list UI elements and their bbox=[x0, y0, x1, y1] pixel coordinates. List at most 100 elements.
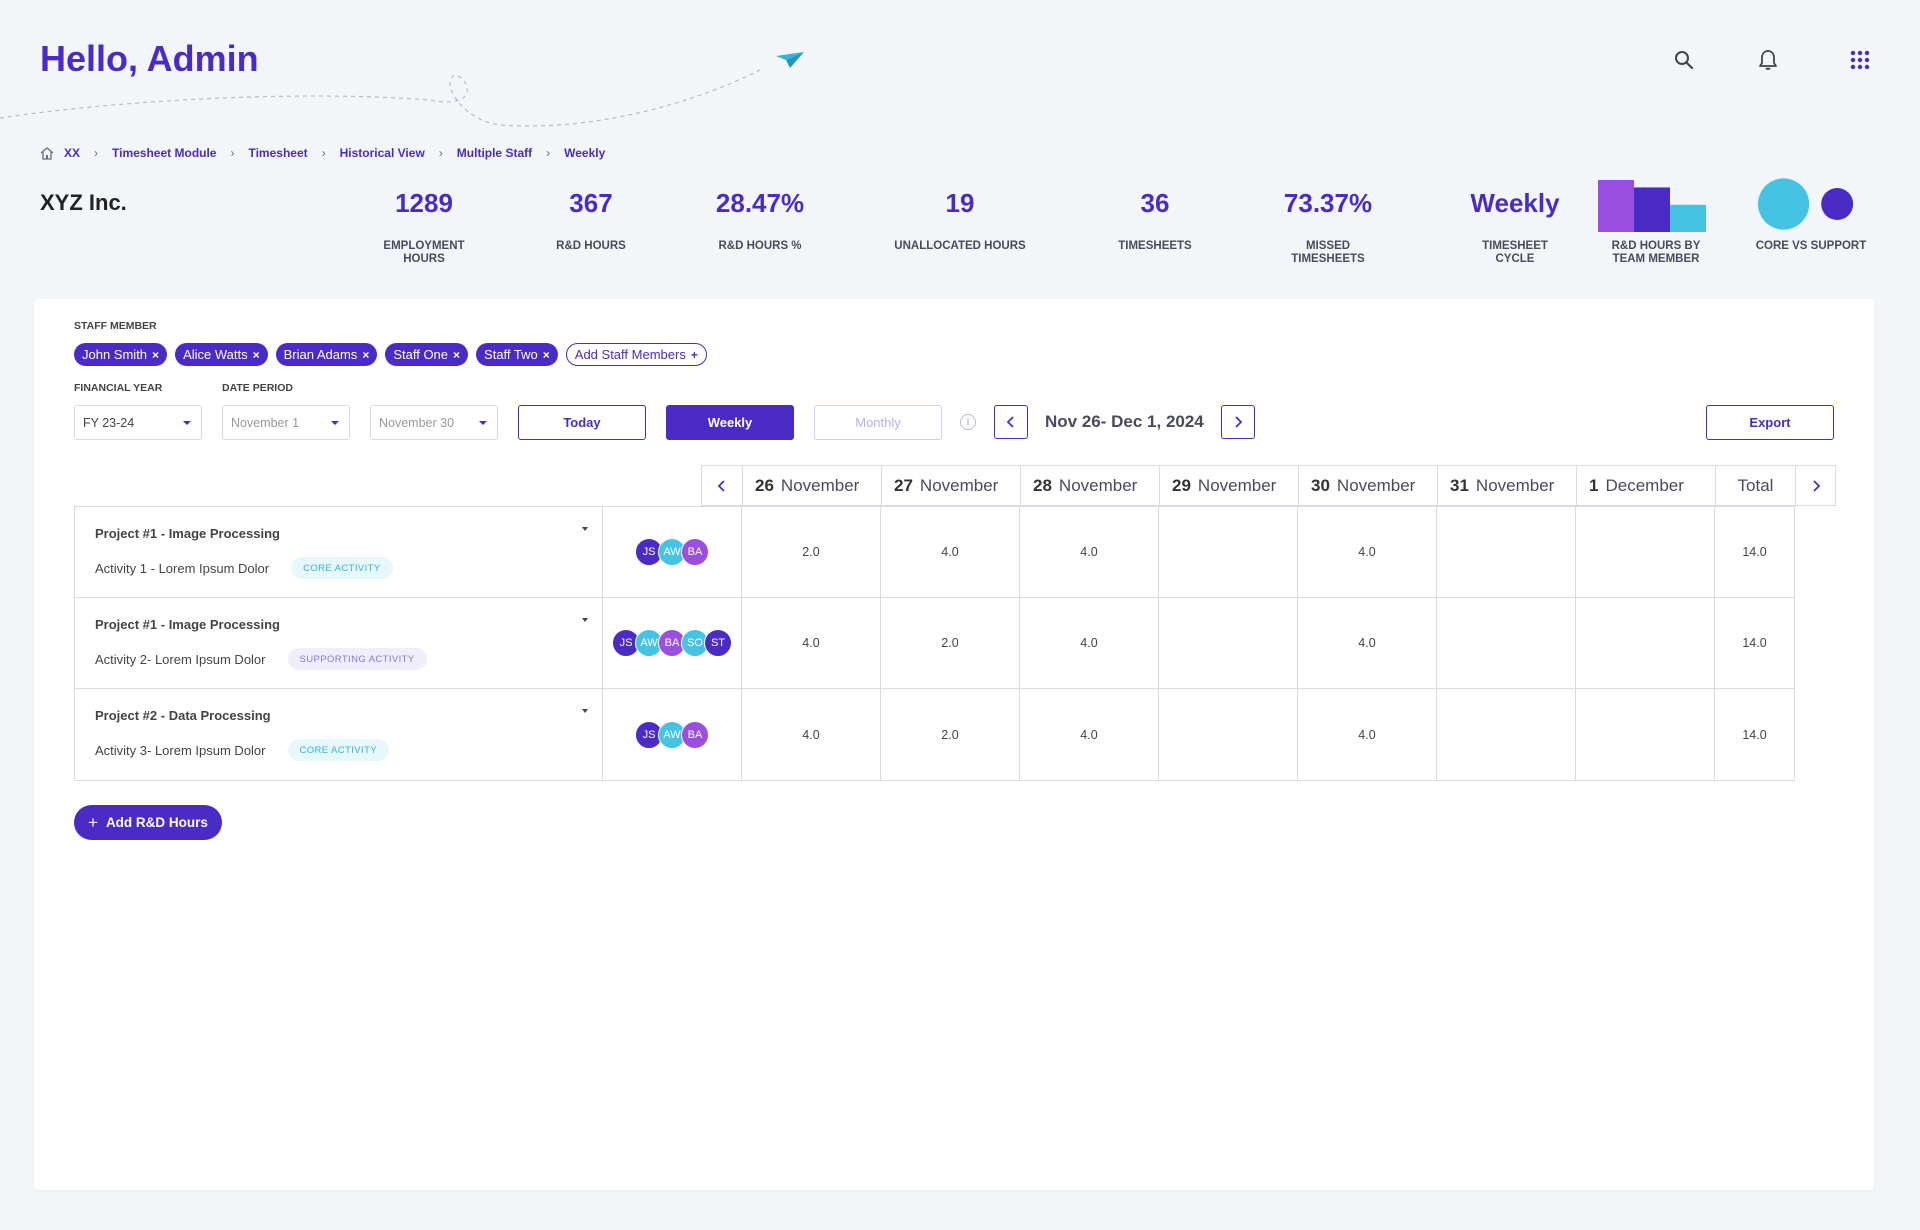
row-total-cell: 14.0 bbox=[1714, 598, 1794, 688]
period-start-select[interactable]: November 1 bbox=[222, 405, 350, 440]
staff-member-label: STAFF MEMBER bbox=[74, 320, 157, 332]
chevron-right-icon: › bbox=[438, 146, 443, 160]
caret-down-icon[interactable] bbox=[582, 618, 588, 622]
activity-type-badge: CORE ACTIVITY bbox=[287, 739, 390, 761]
search-icon[interactable] bbox=[1670, 46, 1698, 74]
hours-cell[interactable] bbox=[1575, 507, 1714, 597]
financial-year-select[interactable]: FY 23-24 bbox=[74, 405, 202, 440]
avatar[interactable]: ST bbox=[704, 629, 732, 657]
info-icon[interactable]: i bbox=[960, 414, 976, 430]
breadcrumb-item[interactable]: XX bbox=[64, 146, 81, 160]
prev-week-button[interactable] bbox=[994, 405, 1028, 439]
chevron-right-icon bbox=[1235, 416, 1243, 428]
table-row: Project #2 - Data Processing Activity 3-… bbox=[75, 689, 1794, 780]
home-icon[interactable] bbox=[40, 146, 54, 160]
day-column-header: 26 November bbox=[742, 466, 881, 505]
avatar[interactable]: BA bbox=[681, 538, 709, 566]
team-bar bbox=[1598, 180, 1634, 232]
activity-name: Activity 2- Lorem Ipsum Dolor bbox=[95, 651, 266, 667]
caret-down-icon[interactable] bbox=[582, 709, 588, 713]
page-greeting: Hello, Admin bbox=[40, 38, 259, 79]
close-icon[interactable]: × bbox=[542, 347, 550, 362]
hours-cell[interactable] bbox=[1575, 598, 1714, 688]
stat-label: UNALLOCATED HOURS bbox=[894, 240, 1026, 252]
row-total-cell: 14.0 bbox=[1714, 507, 1794, 597]
monthly-button[interactable]: Monthly bbox=[814, 405, 942, 440]
stat-label: TIMESHEETS bbox=[1118, 240, 1192, 252]
breadcrumb-item[interactable]: Timesheet Module bbox=[112, 146, 217, 160]
avatar[interactable]: JS bbox=[635, 720, 663, 749]
hours-cell[interactable]: 2.0 bbox=[880, 598, 1019, 688]
hours-cell[interactable]: 4.0 bbox=[741, 689, 880, 780]
chevron-left-icon bbox=[1006, 416, 1014, 428]
next-days-button[interactable] bbox=[1795, 466, 1835, 505]
project-name: Project #1 - Image Processing bbox=[95, 526, 280, 541]
chevron-left-icon bbox=[717, 479, 725, 492]
assignees-cell: JS AW BA bbox=[602, 689, 741, 780]
caret-down-icon bbox=[183, 420, 191, 425]
breadcrumb-item[interactable]: Multiple Staff bbox=[456, 146, 533, 160]
apps-grid-icon[interactable] bbox=[1846, 46, 1874, 74]
next-week-button[interactable] bbox=[1221, 405, 1255, 439]
core-vs-support-chart bbox=[1758, 178, 1854, 230]
staff-chip[interactable]: Staff Two × bbox=[476, 343, 558, 366]
hours-cell[interactable] bbox=[1575, 689, 1714, 780]
hours-cell[interactable]: 4.0 bbox=[741, 598, 880, 688]
weekly-button[interactable]: Weekly bbox=[666, 405, 794, 440]
hours-cell[interactable]: 4.0 bbox=[1019, 689, 1158, 780]
period-end-select[interactable]: November 30 bbox=[370, 405, 498, 440]
stat-team-chart: R&D HOURS BY TEAM MEMBER bbox=[1571, 188, 1741, 266]
date-period-label: DATE PERIOD bbox=[222, 382, 293, 394]
stat-label: CORE VS SUPPORT bbox=[1755, 240, 1867, 252]
export-button[interactable]: Export bbox=[1706, 405, 1834, 440]
caret-down-icon[interactable] bbox=[582, 527, 588, 531]
add-rd-hours-button[interactable]: + Add R&D Hours bbox=[74, 805, 222, 840]
activity-type-badge: SUPPORTING ACTIVITY bbox=[287, 648, 427, 670]
chevron-right-icon: › bbox=[546, 146, 551, 160]
close-icon[interactable]: × bbox=[152, 347, 160, 362]
stat-value: 1289 bbox=[395, 188, 453, 218]
bell-icon[interactable] bbox=[1754, 46, 1782, 74]
avatar[interactable]: AW bbox=[658, 720, 686, 749]
add-staff-members-button[interactable]: Add Staff Members + bbox=[565, 343, 707, 366]
total-column-header: Total bbox=[1715, 466, 1795, 505]
hours-cell[interactable]: 4.0 bbox=[1297, 689, 1436, 780]
hours-cell[interactable]: 4.0 bbox=[880, 507, 1019, 597]
staff-chip[interactable]: Alice Watts × bbox=[175, 343, 268, 366]
hours-cell[interactable] bbox=[1436, 598, 1575, 688]
core-support-circle bbox=[1821, 188, 1854, 220]
stat-value: Weekly bbox=[1470, 188, 1560, 218]
project-name: Project #1 - Image Processing bbox=[95, 617, 280, 632]
close-icon[interactable]: × bbox=[252, 347, 260, 362]
breadcrumb-item[interactable]: Timesheet bbox=[248, 146, 308, 160]
hours-cell[interactable] bbox=[1158, 689, 1297, 780]
team-bar bbox=[1634, 187, 1670, 232]
staff-chip[interactable]: Staff One × bbox=[385, 343, 469, 366]
hours-cell[interactable]: 4.0 bbox=[1019, 507, 1158, 597]
hours-cell[interactable]: 2.0 bbox=[880, 689, 1019, 780]
hours-cell[interactable] bbox=[1158, 507, 1297, 597]
hours-cell[interactable]: 4.0 bbox=[1019, 598, 1158, 688]
stat-rd-hours: 367 R&D HOURS bbox=[506, 188, 676, 253]
stat-value: 28.47% bbox=[715, 188, 805, 218]
stat-value: 73.37% bbox=[1283, 188, 1373, 218]
stat-employment-hours: 1289 EMPLOYMENT HOURS bbox=[339, 188, 509, 266]
close-icon[interactable]: × bbox=[362, 347, 370, 362]
hours-cell[interactable] bbox=[1436, 507, 1575, 597]
stat-unallocated-hours: 19 UNALLOCATED HOURS bbox=[875, 188, 1045, 253]
project-name: Project #2 - Data Processing bbox=[95, 708, 271, 723]
chevron-right-icon: › bbox=[321, 146, 326, 160]
hours-cell[interactable] bbox=[1436, 689, 1575, 780]
staff-chip[interactable]: John Smith × bbox=[74, 343, 168, 366]
hours-cell[interactable]: 4.0 bbox=[1297, 507, 1436, 597]
staff-chip[interactable]: Brian Adams × bbox=[275, 343, 378, 366]
today-button[interactable]: Today bbox=[518, 405, 646, 440]
hours-cell[interactable]: 2.0 bbox=[741, 507, 880, 597]
team-bar bbox=[1670, 204, 1706, 232]
hours-cell[interactable] bbox=[1158, 598, 1297, 688]
hours-cell[interactable]: 4.0 bbox=[1297, 598, 1436, 688]
breadcrumb-item[interactable]: Historical View bbox=[339, 146, 425, 160]
avatar[interactable]: BA bbox=[681, 720, 709, 749]
prev-days-button[interactable] bbox=[702, 466, 742, 505]
close-icon[interactable]: × bbox=[453, 347, 461, 362]
